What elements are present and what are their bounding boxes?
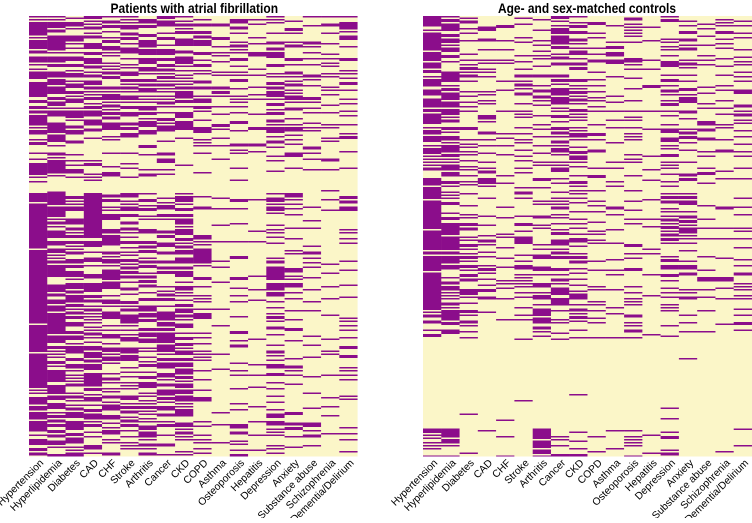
svg-text:Patients with atrial fibrillat: Patients with atrial fibrillation	[111, 1, 279, 16]
svg-text:Age- and sex-matched controls: Age- and sex-matched controls	[498, 1, 676, 16]
